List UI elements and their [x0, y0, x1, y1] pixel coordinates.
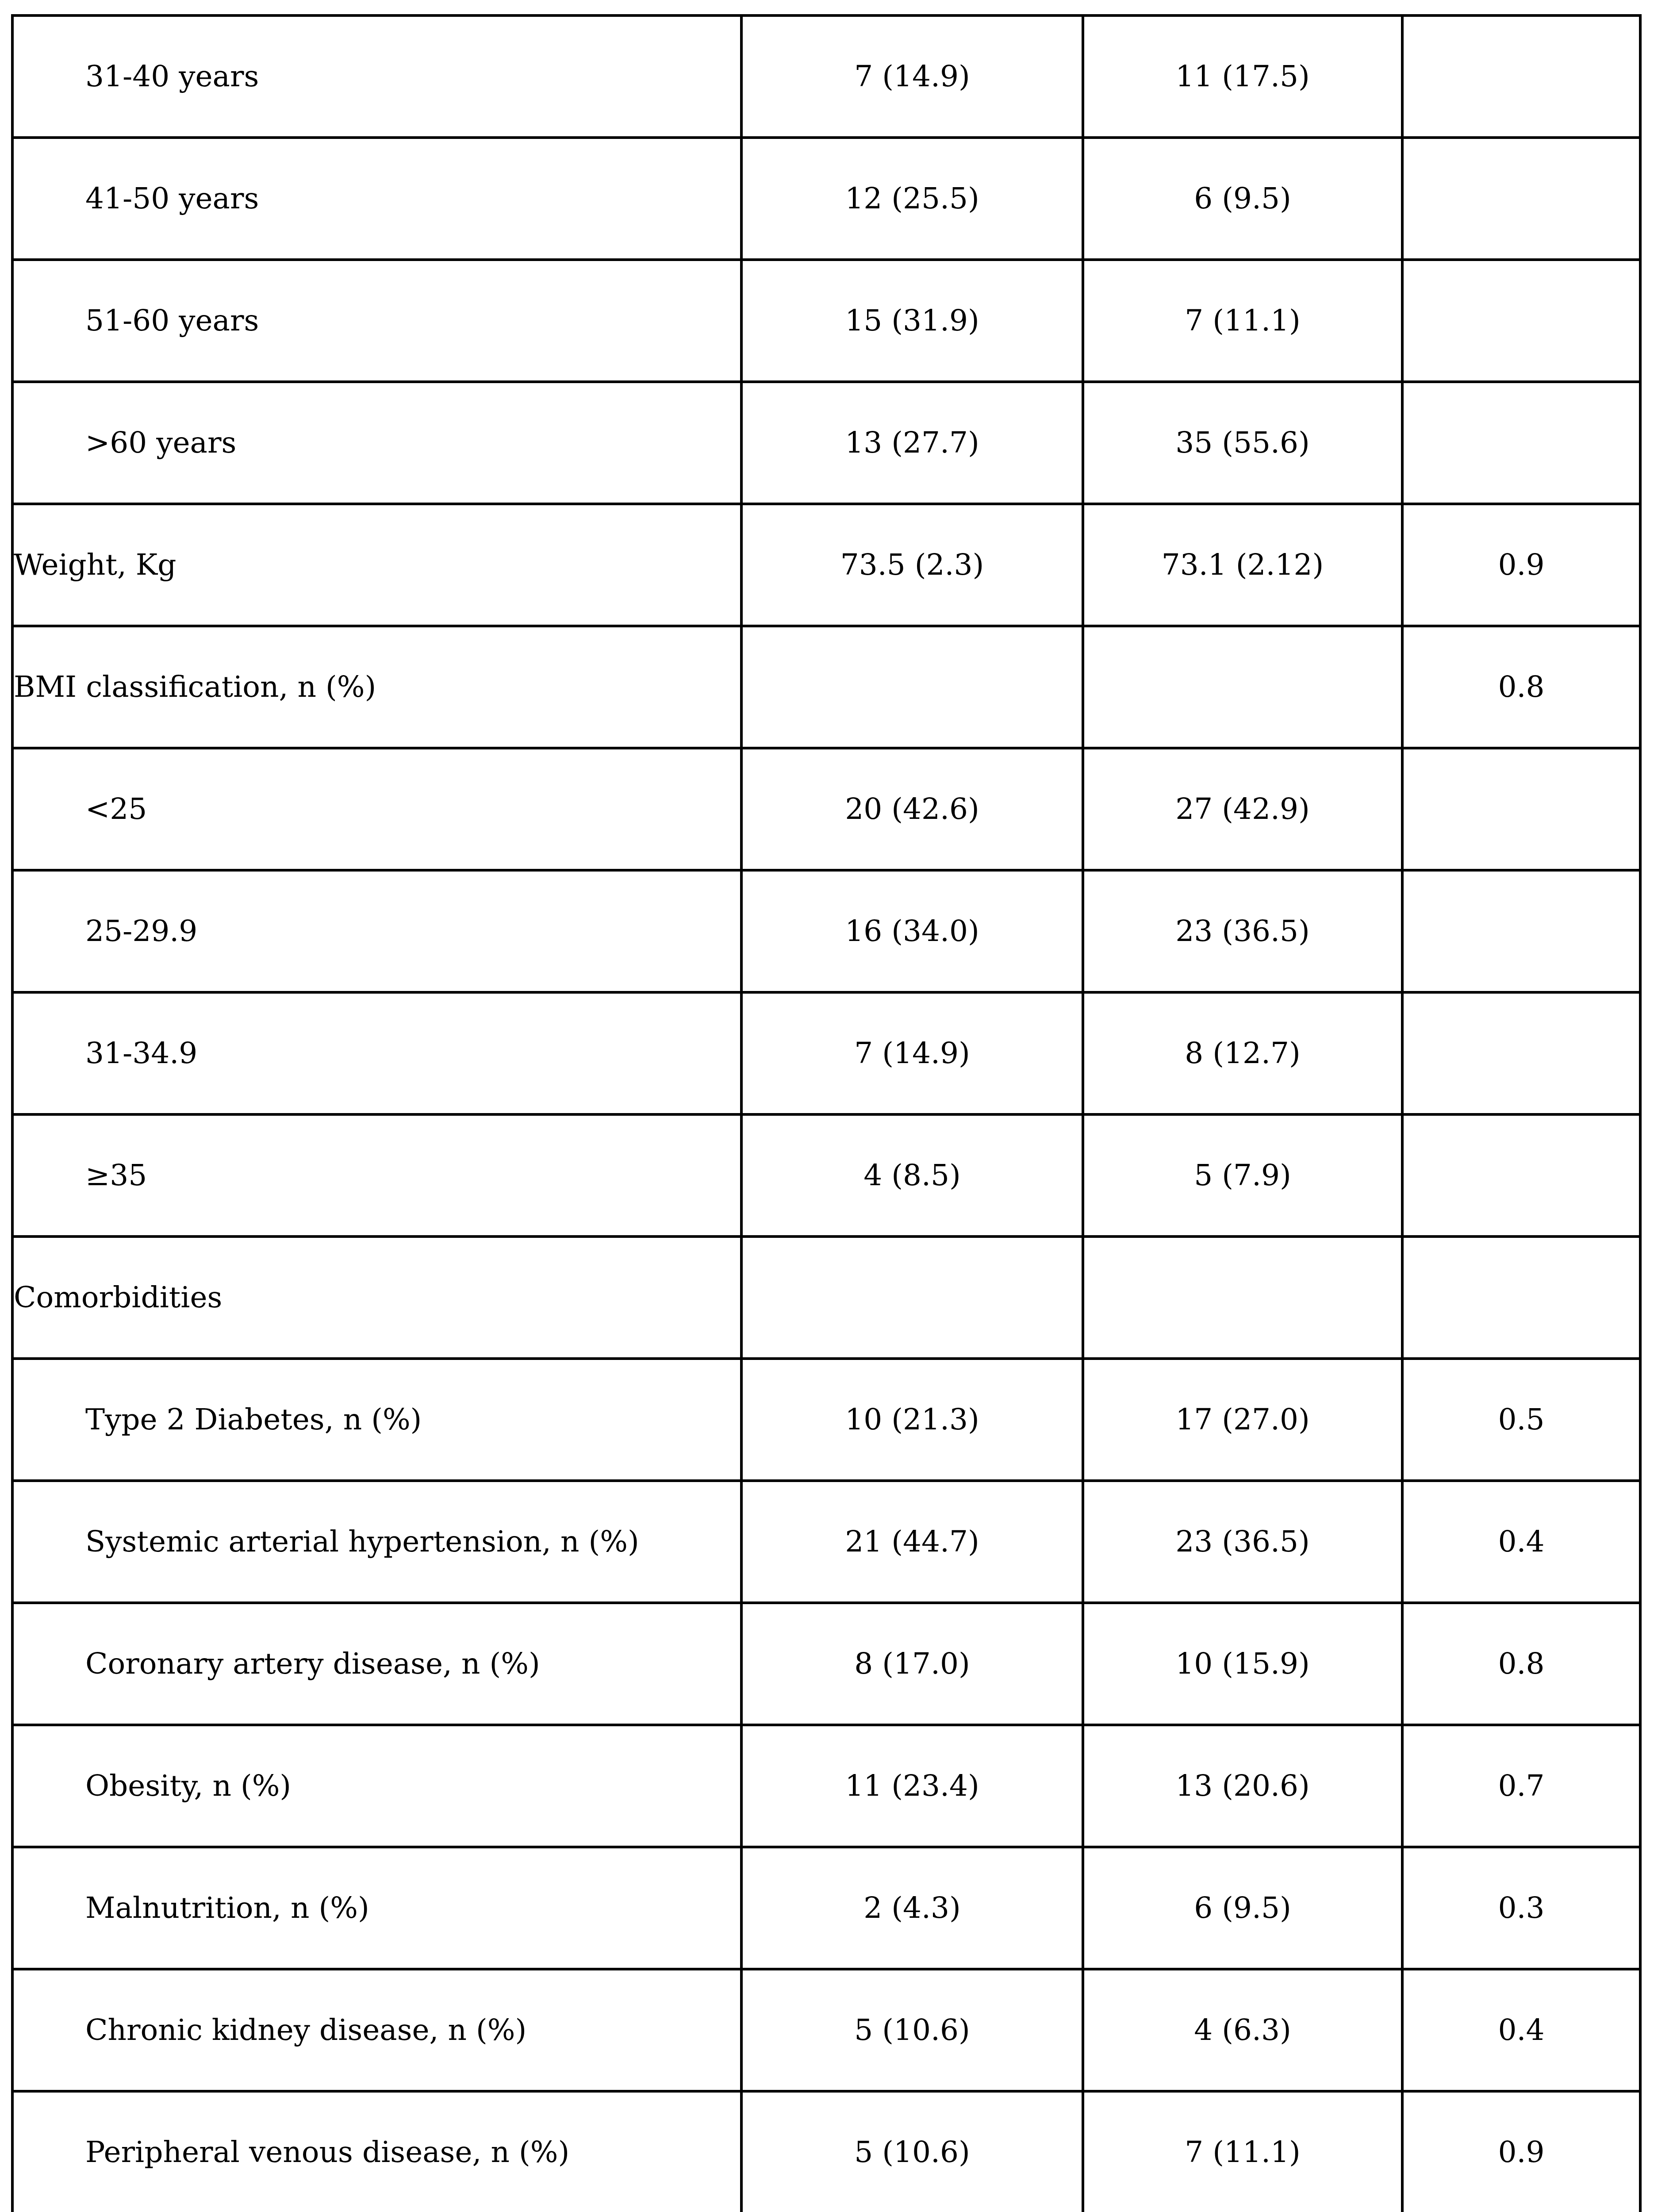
p-value-cell — [1402, 260, 1640, 382]
p-value-cell: 0.7 — [1402, 1725, 1640, 1847]
table-row: Coronary artery disease, n (%)8 (17.0)10… — [12, 1603, 1640, 1725]
table-row: 31-40 years7 (14.9)11 (17.5) — [12, 15, 1640, 138]
group2-value-cell — [1083, 1237, 1402, 1359]
row-label: Obesity, n (%) — [12, 1725, 741, 1847]
group1-value-cell: 10 (21.3) — [741, 1359, 1083, 1481]
row-label: Systemic arterial hypertension, n (%) — [12, 1481, 741, 1603]
group2-value-cell: 5 (7.9) — [1083, 1114, 1402, 1237]
row-label: Malnutrition, n (%) — [12, 1847, 741, 1969]
p-value-cell — [1402, 382, 1640, 504]
group1-value-cell: 2 (4.3) — [741, 1847, 1083, 1969]
group1-value-cell: 4 (8.5) — [741, 1114, 1083, 1237]
table-row: Comorbidities — [12, 1237, 1640, 1359]
p-value-cell: 0.9 — [1402, 504, 1640, 626]
group2-value-cell: 6 (9.5) — [1083, 138, 1402, 260]
table-row: Obesity, n (%)11 (23.4)13 (20.6)0.7 — [12, 1725, 1640, 1847]
table-row: Weight, Kg73.5 (2.3)73.1 (2.12)0.9 — [12, 504, 1640, 626]
group2-value-cell: 13 (20.6) — [1083, 1725, 1402, 1847]
group1-value-cell: 7 (14.9) — [741, 15, 1083, 138]
document-page: 31-40 years7 (14.9)11 (17.5)41-50 years1… — [0, 0, 1654, 2212]
row-label: Type 2 Diabetes, n (%) — [12, 1359, 741, 1481]
p-value-cell: 0.8 — [1402, 1603, 1640, 1725]
group1-value-cell: 8 (17.0) — [741, 1603, 1083, 1725]
group2-value-cell: 17 (27.0) — [1083, 1359, 1402, 1481]
p-value-cell — [1402, 992, 1640, 1114]
table-row: <2520 (42.6)27 (42.9) — [12, 748, 1640, 870]
group1-value-cell: 13 (27.7) — [741, 382, 1083, 504]
table-row: 25-29.916 (34.0)23 (36.5) — [12, 870, 1640, 992]
table-row: Systemic arterial hypertension, n (%)21 … — [12, 1481, 1640, 1603]
row-label: 41-50 years — [12, 138, 741, 260]
row-label: 25-29.9 — [12, 870, 741, 992]
group2-value-cell: 7 (11.1) — [1083, 260, 1402, 382]
baseline-characteristics-table: 31-40 years7 (14.9)11 (17.5)41-50 years1… — [11, 14, 1642, 2212]
group2-value-cell: 27 (42.9) — [1083, 748, 1402, 870]
group1-value-cell: 7 (14.9) — [741, 992, 1083, 1114]
p-value-cell: 0.4 — [1402, 1969, 1640, 2091]
group2-value-cell: 11 (17.5) — [1083, 15, 1402, 138]
p-value-cell — [1402, 1114, 1640, 1237]
table-row: ≥354 (8.5)5 (7.9) — [12, 1114, 1640, 1237]
group2-value-cell: 8 (12.7) — [1083, 992, 1402, 1114]
group2-value-cell: 73.1 (2.12) — [1083, 504, 1402, 626]
p-value-cell — [1402, 15, 1640, 138]
row-label: ≥35 — [12, 1114, 741, 1237]
table-row: 51-60 years15 (31.9)7 (11.1) — [12, 260, 1640, 382]
row-label: <25 — [12, 748, 741, 870]
p-value-cell: 0.8 — [1402, 626, 1640, 748]
p-value-cell — [1402, 748, 1640, 870]
p-value-cell: 0.5 — [1402, 1359, 1640, 1481]
group1-value-cell: 5 (10.6) — [741, 2091, 1083, 2212]
p-value-cell: 0.9 — [1402, 2091, 1640, 2212]
row-label: 31-34.9 — [12, 992, 741, 1114]
table-row: BMI classification, n (%) 0.8 — [12, 626, 1640, 748]
row-label: Coronary artery disease, n (%) — [12, 1603, 741, 1725]
group1-value-cell — [741, 1237, 1083, 1359]
group1-value-cell: 21 (44.7) — [741, 1481, 1083, 1603]
table-row: Malnutrition, n (%)2 (4.3)6 (9.5)0.3 — [12, 1847, 1640, 1969]
row-label: Comorbidities — [12, 1237, 741, 1359]
table-row: Type 2 Diabetes, n (%)10 (21.3)17 (27.0)… — [12, 1359, 1640, 1481]
group1-value-cell — [741, 626, 1083, 748]
p-value-cell — [1402, 870, 1640, 992]
row-label: >60 years — [12, 382, 741, 504]
row-label: Peripheral venous disease, n (%) — [12, 2091, 741, 2212]
group1-value-cell: 73.5 (2.3) — [741, 504, 1083, 626]
p-value-cell — [1402, 138, 1640, 260]
table-body: 31-40 years7 (14.9)11 (17.5)41-50 years1… — [12, 15, 1640, 2212]
table-row: Peripheral venous disease, n (%)5 (10.6)… — [12, 2091, 1640, 2212]
group2-value-cell: 35 (55.6) — [1083, 382, 1402, 504]
group1-value-cell: 5 (10.6) — [741, 1969, 1083, 2091]
group1-value-cell: 12 (25.5) — [741, 138, 1083, 260]
table-row: >60 years13 (27.7)35 (55.6) — [12, 382, 1640, 504]
p-value-cell — [1402, 1237, 1640, 1359]
group1-value-cell: 15 (31.9) — [741, 260, 1083, 382]
group2-value-cell: 6 (9.5) — [1083, 1847, 1402, 1969]
p-value-cell: 0.4 — [1402, 1481, 1640, 1603]
group1-value-cell: 20 (42.6) — [741, 748, 1083, 870]
group1-value-cell: 16 (34.0) — [741, 870, 1083, 992]
table-row: 31-34.97 (14.9)8 (12.7) — [12, 992, 1640, 1114]
group2-value-cell: 23 (36.5) — [1083, 1481, 1402, 1603]
table-row: 41-50 years12 (25.5)6 (9.5) — [12, 138, 1640, 260]
group2-value-cell — [1083, 626, 1402, 748]
group2-value-cell: 23 (36.5) — [1083, 870, 1402, 992]
row-label: Chronic kidney disease, n (%) — [12, 1969, 741, 2091]
group2-value-cell: 10 (15.9) — [1083, 1603, 1402, 1725]
row-label: 51-60 years — [12, 260, 741, 382]
group1-value-cell: 11 (23.4) — [741, 1725, 1083, 1847]
group2-value-cell: 7 (11.1) — [1083, 2091, 1402, 2212]
p-value-cell: 0.3 — [1402, 1847, 1640, 1969]
row-label: Weight, Kg — [12, 504, 741, 626]
group2-value-cell: 4 (6.3) — [1083, 1969, 1402, 2091]
row-label: BMI classification, n (%) — [12, 626, 741, 748]
table-row: Chronic kidney disease, n (%)5 (10.6)4 (… — [12, 1969, 1640, 2091]
row-label: 31-40 years — [12, 15, 741, 138]
